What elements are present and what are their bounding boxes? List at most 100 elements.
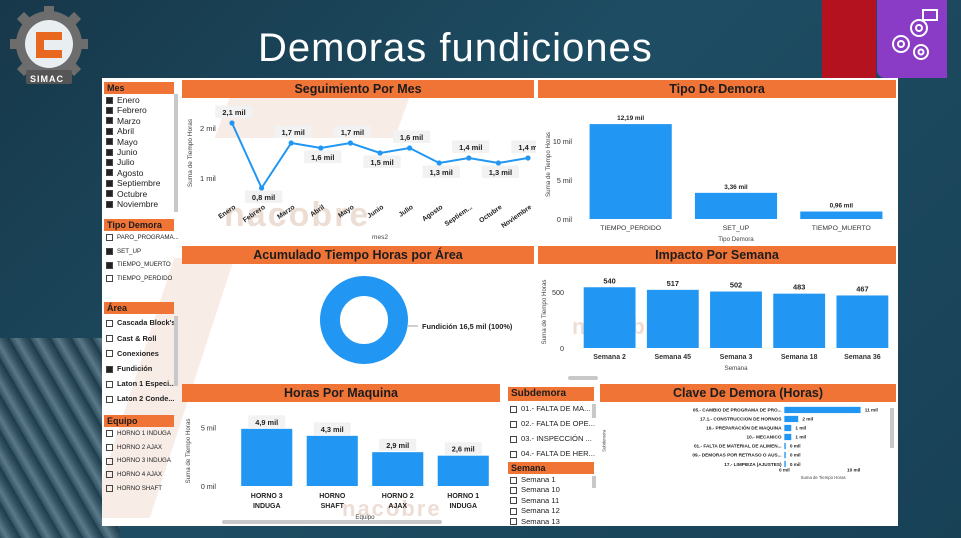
slicer-item[interactable]: HORNO 4 AJAX: [106, 468, 180, 482]
checkbox[interactable]: [106, 179, 113, 187]
checkbox[interactable]: [106, 127, 113, 135]
impacto-bar-chart[interactable]: Suma de Tiempo Horas 500 0 540 Semana 2 517 Se…: [538, 264, 898, 378]
maquina-scrollbar[interactable]: [222, 520, 442, 524]
data-label: Fundición 16,5 mil (100%): [422, 322, 513, 331]
slicer-item[interactable]: 03.- INSPECCIÓN ...: [510, 432, 596, 447]
y-tick-label: 16.- PREPARACIÓN DE MAQUINA: [706, 424, 782, 431]
seguimiento-line-chart[interactable]: Suma de Tiempo Horas 2 mil 1 mil 2,1 mil Ene…: [182, 98, 536, 243]
checkbox[interactable]: [106, 107, 113, 115]
slicer-item[interactable]: PARO_PROGRAMA...: [106, 231, 180, 245]
slicer-item[interactable]: Semana 11: [510, 496, 596, 506]
slicer-subdemora-list[interactable]: 01.- FALTA DE MA... 02.- FALTA DE OPE... 0…: [510, 402, 596, 462]
slicer-area-scrollbar[interactable]: [174, 316, 178, 386]
checkbox[interactable]: [510, 497, 517, 505]
checkbox[interactable]: [106, 117, 113, 125]
slicer-item[interactable]: Junio: [106, 147, 174, 157]
checkbox[interactable]: [106, 138, 113, 146]
checkbox[interactable]: [106, 380, 113, 388]
clave-scrollbar[interactable]: [890, 408, 894, 448]
checkbox[interactable]: [106, 396, 113, 404]
slicer-item[interactable]: HORNO 1 INDUGA: [106, 427, 180, 441]
slicer-area-list[interactable]: Cascada Block's Cast & Roll Conexiones Fund…: [106, 316, 178, 407]
slicer-item[interactable]: Noviembre: [106, 199, 174, 209]
slicer-item[interactable]: Mayo: [106, 137, 174, 147]
bar: [773, 293, 826, 348]
bar: [784, 451, 786, 459]
slicer-subdemora-scrollbar[interactable]: [592, 404, 596, 418]
slicer-item[interactable]: Cast & Roll: [106, 331, 178, 346]
checkbox[interactable]: [106, 234, 113, 242]
checkbox[interactable]: [106, 365, 113, 373]
x-tick-label: 10 mil: [847, 467, 860, 472]
slicer-semana-scrollbar[interactable]: [592, 476, 596, 488]
slicer-item[interactable]: Septiembre: [106, 178, 174, 188]
slicer-mes-scrollbar[interactable]: [174, 94, 178, 212]
slicer-item[interactable]: Julio: [106, 157, 174, 167]
checkbox[interactable]: [106, 471, 113, 479]
slicer-mes-list[interactable]: Enero Febrero Marzo Abril Mayo Junio Julio Agos…: [106, 95, 174, 209]
checkbox[interactable]: [106, 275, 113, 283]
slicer-item[interactable]: HORNO 2 AJAX: [106, 441, 180, 455]
checkbox[interactable]: [106, 96, 113, 104]
checkbox[interactable]: [510, 436, 517, 443]
slicer-item[interactable]: Fundición: [106, 362, 178, 377]
checkbox[interactable]: [510, 476, 517, 484]
checkbox[interactable]: [106, 350, 113, 358]
checkbox[interactable]: [106, 335, 113, 343]
slicer-item[interactable]: SET_UP: [106, 245, 180, 259]
checkbox[interactable]: [106, 159, 113, 167]
slicer-item[interactable]: Cascada Block's: [106, 316, 178, 331]
slicer-item[interactable]: Enero: [106, 95, 174, 105]
checkbox[interactable]: [106, 485, 113, 493]
slicer-item[interactable]: 01.- FALTA DE MA...: [510, 402, 596, 417]
slicer-item[interactable]: Abril: [106, 126, 174, 136]
slicer-item[interactable]: HORNO SHAFT: [106, 482, 180, 496]
checkbox[interactable]: [106, 457, 113, 465]
checkbox[interactable]: [106, 148, 113, 156]
checkbox[interactable]: [510, 451, 517, 458]
impacto-scrollbar[interactable]: [568, 376, 598, 380]
checkbox[interactable]: [106, 261, 113, 269]
checkbox[interactable]: [106, 190, 113, 198]
checkbox[interactable]: [510, 518, 517, 526]
slicer-item[interactable]: Febrero: [106, 105, 174, 115]
slicer-item[interactable]: 04.- FALTA DE HER...: [510, 447, 596, 462]
slicer-item[interactable]: 02.- FALTA DE OPE...: [510, 417, 596, 432]
checkbox[interactable]: [106, 320, 113, 328]
slicer-item[interactable]: TIEMPO_PERDIDO: [106, 272, 180, 286]
slicer-item[interactable]: Conexiones: [106, 346, 178, 361]
slicer-equipo-list[interactable]: HORNO 1 INDUGA HORNO 2 AJAX HORNO 3 INDUGA…: [106, 427, 180, 495]
slicer-item[interactable]: TIEMPO_MUERTO: [106, 258, 180, 272]
checkbox[interactable]: [106, 169, 113, 177]
slicer-item[interactable]: Semana 12: [510, 506, 596, 516]
slicer-item[interactable]: Agosto: [106, 168, 174, 178]
settings-gears-tile[interactable]: [877, 0, 947, 78]
slicer-item[interactable]: HORNO 3 INDUGA: [106, 454, 180, 468]
checkbox[interactable]: [510, 507, 517, 515]
slicer-item[interactable]: Marzo: [106, 116, 174, 126]
y-tick-label: 09.- DEMORAS POR RETRASO O AUS...: [692, 453, 781, 458]
x-axis-label: Suma de Tiempo Horas: [801, 475, 846, 480]
maquina-bar-chart[interactable]: Suma de Tiempo Horas 5 mil 0 mil 4,9 mil HOR…: [182, 402, 502, 522]
data-label: 4,9 mil: [255, 418, 278, 427]
slicer-tipo-demora-list[interactable]: PARO_PROGRAMA... SET_UP TIEMPO_MUERTO TIEMP…: [106, 231, 180, 286]
tipo-demora-bar-chart[interactable]: Suma de Tiempo Horas 10 mil 5 mil 0 mil 12,1…: [538, 98, 898, 244]
checkbox[interactable]: [106, 430, 113, 438]
checkbox[interactable]: [106, 200, 113, 208]
checkbox[interactable]: [510, 487, 517, 495]
checkbox[interactable]: [510, 406, 517, 413]
clave-horizontal-bar-chart[interactable]: Subdemora 05.- CAMBIO DE PROGRAMA DE PRO.…: [600, 402, 898, 526]
y-tick-label: 500: [552, 288, 564, 297]
slicer-item[interactable]: Laton 2 Conde...: [106, 392, 178, 407]
slicer-item[interactable]: Laton 1 Especi...: [106, 377, 178, 392]
checkbox[interactable]: [510, 421, 517, 428]
slicer-item[interactable]: Semana 13: [510, 517, 596, 526]
acumulado-donut-chart[interactable]: Fundición 16,5 mil (100%): [182, 264, 536, 382]
y-tick-label: 17.1.- CONSTRUCCION DE HORNOS: [700, 417, 782, 422]
checkbox[interactable]: [106, 248, 113, 256]
slicer-item[interactable]: Semana 1: [510, 475, 596, 485]
slicer-semana-list[interactable]: Semana 1 Semana 10 Semana 11 Semana 12 Seman…: [510, 475, 596, 526]
slicer-item[interactable]: Octubre: [106, 189, 174, 199]
checkbox[interactable]: [106, 444, 113, 452]
slicer-item[interactable]: Semana 10: [510, 485, 596, 495]
